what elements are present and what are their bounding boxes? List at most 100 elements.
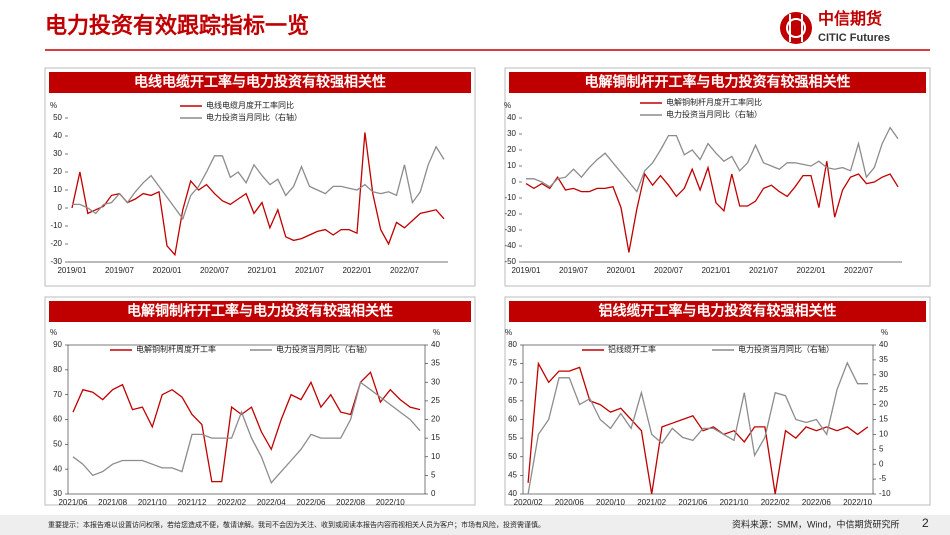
series-line [72,381,421,485]
x-tick-label: 2021/10 [138,498,167,507]
y2-tick-label: 25 [431,396,440,405]
x-tick-label: 2020/07 [200,266,229,275]
y-tick-label: 70 [53,390,62,399]
x-tick-label: 2022/06 [802,498,831,507]
x-tick-label: 2022/01 [342,266,371,275]
legend-label: 电力投资当月同比（右轴） [666,109,762,119]
x-tick-label: 2022/10 [376,498,405,507]
x-tick-label: 2021/02 [637,498,666,507]
y-tick-label: 50 [508,452,517,461]
y-tick-label: 75 [508,359,517,368]
x-tick-label: 2021/01 [247,266,276,275]
y-unit: % [50,328,57,337]
y-tick-label: 50 [53,439,62,448]
y-tick-label: -10 [50,221,62,230]
y2-tick-label: 10 [879,430,888,439]
x-tick-label: 2019/01 [511,266,540,275]
y2-tick-label: 40 [879,340,888,349]
panel-title: 电线电缆开工率与电力投资有较强相关性 [134,74,386,90]
x-tick-label: 2021/06 [58,498,87,507]
y-tick-label: 40 [53,464,62,473]
y2-tick-label: 15 [879,415,888,424]
y-unit: % [50,101,57,110]
y2-tick-label: 25 [879,385,888,394]
slide-title: 电力投资有效跟踪指标一览 [45,13,309,38]
series-line [71,132,445,257]
y-tick-label: 40 [507,113,516,122]
y-tick-label: 30 [53,489,62,498]
x-tick-label: 2021/07 [295,266,324,275]
x-tick-label: 2021/07 [749,266,778,275]
y-unit: % [504,101,511,110]
y-tick-label: 40 [53,131,62,140]
x-tick-label: 2020/01 [606,266,635,275]
x-tick-label: 2022/01 [796,266,825,275]
y2-tick-label: 20 [431,415,440,424]
x-tick-label: 2021/12 [177,498,206,507]
x-tick-label: 2021/06 [678,498,707,507]
y2-tick-label: 35 [431,359,440,368]
y-tick-label: 30 [53,149,62,158]
y-tick-label: -20 [50,239,62,248]
panel [44,67,476,287]
x-tick-label: 2020/02 [514,498,543,507]
y2-tick-label: 5 [879,444,884,453]
x-tick-label: 2022/10 [843,498,872,507]
legend-label: 电线电缆月度开工率同比 [206,100,294,110]
panel-title: 电解铜制杆开工率与电力投资有较强相关性 [585,74,851,90]
y2-tick-label: 5 [431,470,436,479]
y2-tick-label: 35 [879,355,888,364]
y-tick-label: 20 [507,145,516,154]
x-tick-label: 2022/07 [844,266,873,275]
logo-en: CITIC Futures [818,32,890,44]
panel-title-bar [509,72,926,93]
y2-tick-label: 30 [431,377,440,386]
series-line [527,361,868,495]
panel [504,296,931,506]
y2-tick-label: -5 [879,474,887,483]
x-tick-label: 2020/07 [654,266,683,275]
x-tick-label: 2020/01 [152,266,181,275]
y-unit: % [505,328,512,337]
y-tick-label: 45 [508,470,517,479]
x-tick-label: 2022/07 [390,266,419,275]
y2-unit: % [881,328,888,337]
y-tick-label: 55 [508,433,517,442]
legend-label: 电力投资当月同比（右轴） [276,344,372,354]
y2-tick-label: 0 [431,489,436,498]
series-line [72,371,421,483]
series-line [526,126,899,193]
y2-tick-label: -10 [879,489,891,498]
y-tick-label: 30 [507,129,516,138]
x-tick-label: 2019/07 [105,266,134,275]
series-line [525,161,899,253]
x-tick-label: 2022/04 [257,498,286,507]
y-tick-label: -50 [504,257,516,266]
y2-unit: % [433,328,440,337]
logo-cn: 中信期货 [818,9,882,28]
legend-label: 电力投资当月同比（右轴） [738,344,834,354]
y2-tick-label: 15 [431,433,440,442]
y-tick-label: 40 [508,489,517,498]
y-tick-label: 0 [58,203,63,212]
y-tick-label: 20 [53,167,62,176]
footer-bar [0,515,950,535]
y-tick-label: 10 [507,161,516,170]
y2-tick-label: 30 [879,370,888,379]
y-tick-label: -20 [504,209,516,218]
y2-tick-label: 20 [879,400,888,409]
y2-tick-label: 0 [879,459,884,468]
panel [44,296,476,506]
page-number: 2 [922,516,929,530]
y-tick-label: 50 [53,113,62,122]
x-tick-label: 2021/01 [701,266,730,275]
panel-title-bar [509,301,926,322]
x-tick-label: 2022/02 [217,498,246,507]
y-tick-label: 0 [512,177,517,186]
x-tick-label: 2019/01 [57,266,86,275]
y-tick-label: -40 [504,241,516,250]
panel [504,67,931,287]
panel-title-bar [49,301,471,322]
y-tick-label: 65 [508,396,517,405]
y-tick-label: -10 [504,193,516,202]
